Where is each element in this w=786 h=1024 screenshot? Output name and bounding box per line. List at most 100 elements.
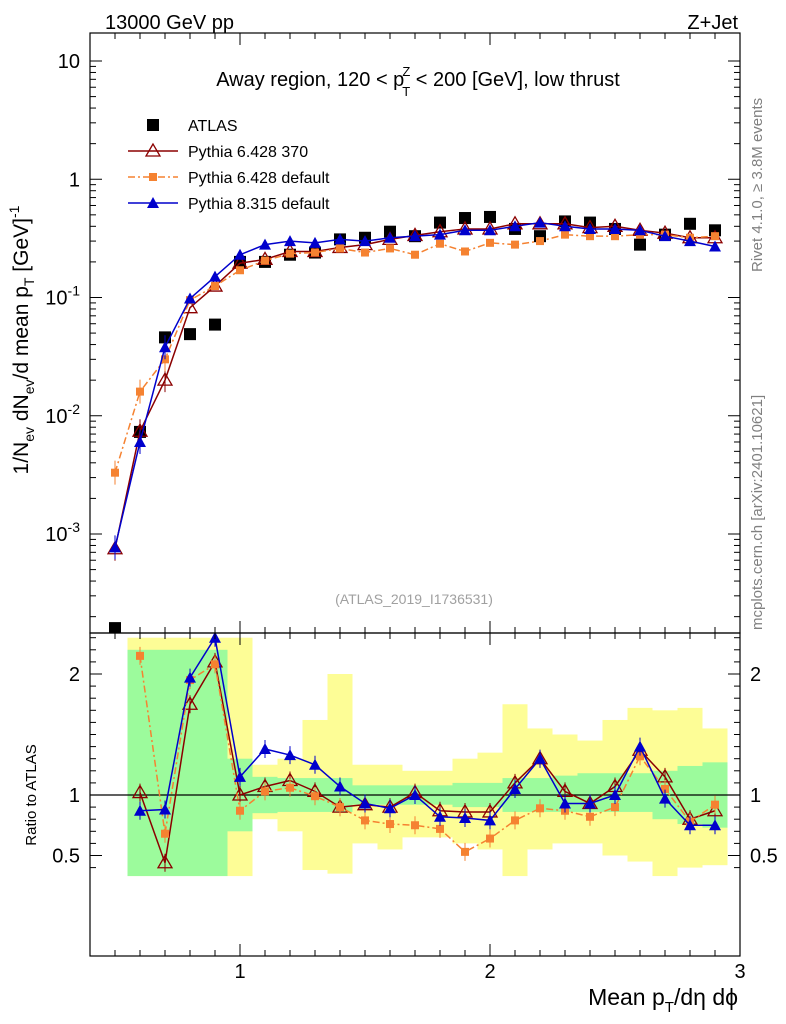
ratio-point <box>609 789 621 800</box>
ratio-point <box>559 797 571 809</box>
main-point <box>309 236 321 248</box>
main-point <box>411 250 419 259</box>
header-left-title: 13000 GeV pp <box>105 12 234 34</box>
legend-label: Pythia 8.315 default <box>188 196 330 213</box>
ratio-point <box>336 803 344 812</box>
x-axis-label: Mean pT/dη dϕ <box>588 984 738 1016</box>
ratio-point <box>706 802 724 817</box>
y-tick-label: 10-3 <box>45 519 80 546</box>
ratio-point <box>584 797 596 809</box>
ratio-point <box>659 792 671 804</box>
ratio-y-tick-label-right: 1 <box>750 785 761 807</box>
ratio-point <box>159 803 171 815</box>
main-point <box>609 222 621 234</box>
ratio-line-pythia-6-428-370 <box>139 659 716 864</box>
main-point <box>361 248 369 257</box>
main-point <box>534 216 546 228</box>
main-point <box>209 318 221 331</box>
main-point <box>436 239 444 248</box>
legend-label: ATLAS <box>188 118 238 135</box>
main-point <box>584 222 596 234</box>
legend-marker <box>147 197 159 208</box>
main-point <box>459 212 471 225</box>
analysis-id: (ATLAS_2019_I1736531) <box>335 591 493 607</box>
main-point <box>484 210 496 223</box>
y-tick-label: 10-2 <box>45 401 80 428</box>
main-series <box>106 210 724 633</box>
ratio-point <box>309 758 321 770</box>
ratio-point <box>634 740 646 752</box>
ratio-plot: 1 2 3 0.5 0.5 1 1 2 2 <box>52 632 778 983</box>
ratio-y-tick-label: 0.5 <box>52 846 80 868</box>
main-plot: 10 1 10-1 10-2 10-3 ATLAS Pythia 6.428 370 Pyth… <box>45 32 741 634</box>
ratio-point <box>286 783 294 792</box>
ratio-point <box>134 804 146 816</box>
x-tick-label: 3 <box>734 961 745 983</box>
main-point <box>486 238 494 247</box>
ratio-point <box>684 819 696 831</box>
total-uncertainty-band <box>327 674 353 874</box>
ratio-point <box>611 803 619 812</box>
ratio-point <box>459 811 471 823</box>
main-point <box>409 230 421 242</box>
ratio-point <box>161 829 169 838</box>
main-point <box>684 235 696 247</box>
main-point <box>561 230 569 239</box>
main-point <box>684 217 696 230</box>
y-tick-label: 1 <box>69 169 80 191</box>
rivet-label: Rivet 4.1.0, ≥ 3.8M events <box>749 98 766 272</box>
ratio-y-tick-label: 1 <box>69 785 80 807</box>
main-point <box>634 224 646 236</box>
main-point <box>161 355 169 364</box>
header-right-title: Z+Jet <box>687 12 738 34</box>
main-line-pythia-6-428-default <box>114 233 716 473</box>
ratio-point <box>131 784 149 799</box>
ratio-point <box>259 743 271 755</box>
main-point <box>184 292 196 304</box>
ratio-point <box>484 814 496 826</box>
ratio-point <box>536 804 544 813</box>
main-point <box>184 328 196 341</box>
main-point <box>384 231 396 243</box>
ratio-point <box>361 816 369 825</box>
ratio-point <box>411 821 419 830</box>
main-point <box>261 256 269 265</box>
main-point <box>334 233 346 245</box>
ratio-point <box>236 806 244 815</box>
main-point <box>209 270 221 282</box>
main-point <box>634 238 646 251</box>
main-point <box>586 232 594 241</box>
ratio-point <box>534 752 546 764</box>
total-uncertainty-band <box>227 637 253 877</box>
ratio-point <box>586 812 594 821</box>
ratio-point <box>184 671 196 683</box>
ratio-point <box>709 819 721 831</box>
legend-label: Pythia 6.428 default <box>188 170 330 187</box>
ratio-point <box>261 787 269 796</box>
legend-marker <box>147 119 159 131</box>
y-tick-label: 10-1 <box>45 283 80 310</box>
main-point <box>284 235 296 247</box>
ratio-point <box>636 752 644 761</box>
main-point <box>211 282 219 291</box>
ratio-point <box>334 780 346 792</box>
ratio-point <box>234 770 246 782</box>
ratio-line-pythia-8-315-default <box>139 635 715 826</box>
ratio-point <box>359 797 371 809</box>
stat-uncertainty-band <box>127 649 153 877</box>
main-point <box>509 220 521 232</box>
main-point <box>286 249 294 258</box>
ratio-y-tick-label-right: 0.5 <box>750 846 778 868</box>
main-point <box>536 237 544 246</box>
y-tick-label: 10 <box>58 51 80 73</box>
main-point <box>511 240 519 249</box>
main-point <box>111 468 119 477</box>
legend-entry: Pythia 6.428 default <box>128 170 330 187</box>
main-line-pythia-6-428-370 <box>114 223 715 549</box>
main-point <box>134 435 146 447</box>
ratio-point <box>711 800 719 809</box>
x-tick-label: 2 <box>484 961 495 983</box>
ratio-y-axis-label: Ratio to ATLAS <box>23 744 40 845</box>
ratio-point <box>661 784 669 793</box>
